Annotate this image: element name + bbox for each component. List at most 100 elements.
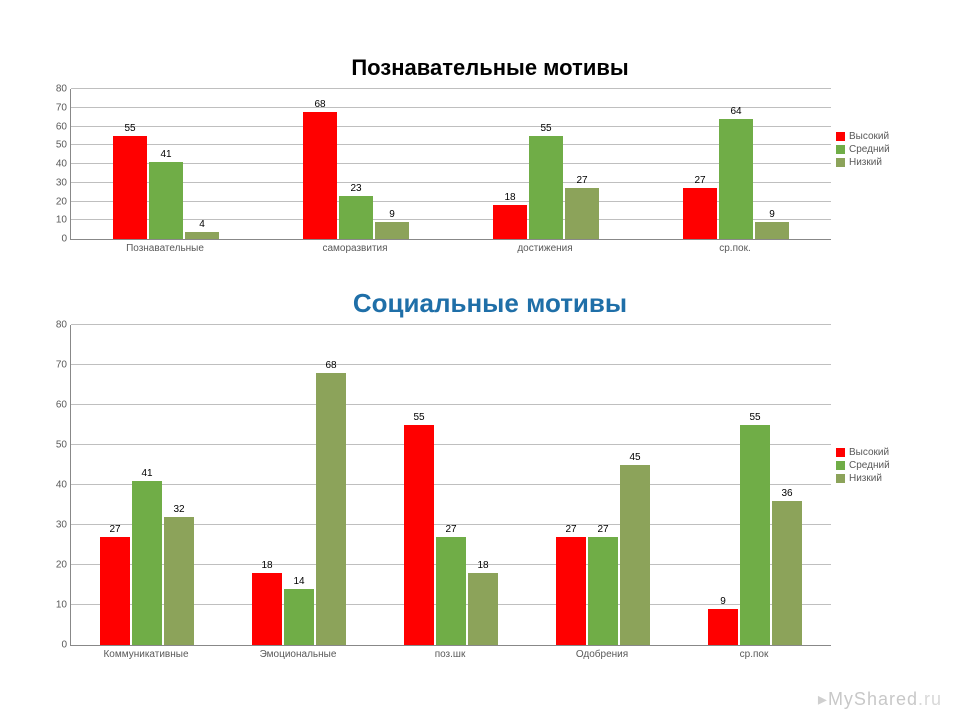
y-tick-label: 40: [56, 480, 67, 491]
bar-value-label: 68: [325, 360, 336, 371]
y-tick-label: 10: [56, 600, 67, 611]
y-tick-label: 10: [56, 215, 67, 226]
bar-value-label: 27: [597, 524, 608, 535]
bar-group: 552718: [375, 325, 527, 645]
bar-value-label: 36: [781, 488, 792, 499]
bar-mid: 27: [588, 537, 618, 645]
y-tick-label: 30: [56, 177, 67, 188]
legend-swatch: [836, 132, 845, 141]
bar-mid: 55: [740, 425, 770, 645]
bar-value-label: 55: [749, 412, 760, 423]
watermark-icon: ▸: [818, 689, 828, 709]
x-category-label: Эмоциональные: [222, 645, 374, 660]
chart2-xlabels: КоммуникативныеЭмоциональныепоз.шкОдобре…: [70, 645, 830, 660]
chart1-plot: 01020304050607080554146823918552727649: [70, 89, 831, 240]
legend-swatch: [836, 145, 845, 154]
bar-value-label: 32: [173, 504, 184, 515]
legend-label: Высокий: [849, 447, 889, 458]
chart1-title: Познавательные мотивы: [40, 55, 940, 81]
y-tick-label: 50: [56, 140, 67, 151]
bar-value-label: 55: [124, 123, 135, 134]
bar-value-label: 45: [629, 452, 640, 463]
watermark: ▸MyShared.ru: [818, 689, 942, 710]
bar-value-label: 4: [199, 219, 205, 230]
y-tick-label: 50: [56, 440, 67, 451]
bar-mid: 14: [284, 589, 314, 645]
bar-low: 27: [565, 188, 599, 239]
bar-group: 181468: [223, 325, 375, 645]
bar-mid: 55: [529, 136, 563, 239]
bar-value-label: 27: [565, 524, 576, 535]
bar-low: 9: [755, 222, 789, 239]
legend-label: Низкий: [849, 157, 882, 168]
bar-high: 55: [404, 425, 434, 645]
chart2-title: Социальные мотивы: [40, 288, 940, 319]
bar-value-label: 27: [694, 175, 705, 186]
bar-groups: 554146823918552727649: [71, 89, 831, 239]
bar-group: 68 23 9: [261, 89, 451, 239]
bar-group: 185527: [451, 89, 641, 239]
legend-item-low: Низкий: [836, 157, 890, 168]
bar-group: 27649: [641, 89, 831, 239]
x-category-label: ср.пок.: [640, 239, 830, 254]
bar-low: 32: [164, 517, 194, 645]
y-tick-label: 70: [56, 102, 67, 113]
bar-value-label: 27: [576, 175, 587, 186]
x-category-label: Познавательные: [70, 239, 260, 254]
y-tick-label: 0: [61, 640, 67, 651]
chart2-plot: 0102030405060708027413218146855271827274…: [70, 325, 831, 646]
legend-swatch: [836, 474, 845, 483]
bar-group: 274132: [71, 325, 223, 645]
legend-item-high: Высокий: [836, 447, 890, 458]
legend-swatch: [836, 158, 845, 167]
bar-low: 18: [468, 573, 498, 645]
bar-low: 45: [620, 465, 650, 645]
y-tick-label: 0: [61, 234, 67, 245]
bar-value-label: 55: [540, 123, 551, 134]
bar-high: 55: [113, 136, 147, 239]
bar-high: 18: [252, 573, 282, 645]
legend-label: Высокий: [849, 131, 889, 142]
chart-social: Социальные мотивы 0102030405060708027413…: [40, 288, 940, 645]
bar-value-label: 9: [389, 209, 395, 220]
x-category-label: Коммуникативные: [70, 645, 222, 660]
chart2-area: 0102030405060708027413218146855271827274…: [40, 325, 830, 645]
bar-value-label: 18: [477, 560, 488, 571]
bar-mid: 27: [436, 537, 466, 645]
bar-value-label: 9: [720, 596, 726, 607]
bar-value-label: 27: [109, 524, 120, 535]
y-tick-label: 30: [56, 520, 67, 531]
y-tick-label: 40: [56, 159, 67, 170]
bar-high: 27: [100, 537, 130, 645]
y-tick-label: 60: [56, 121, 67, 132]
bar-value-label: 68: [314, 99, 325, 110]
y-tick-label: 60: [56, 400, 67, 411]
y-tick-label: 80: [56, 320, 67, 331]
bar-group: 55414: [71, 89, 261, 239]
chart1-row: 01020304050607080554146823918552727649 П…: [40, 89, 940, 239]
bar-high: 27: [683, 188, 717, 239]
bar-high: 68: [303, 112, 337, 240]
bar-value-label: 64: [730, 106, 741, 117]
chart1-area: 01020304050607080554146823918552727649 П…: [40, 89, 830, 239]
bar-low: 9: [375, 222, 409, 239]
bar-mid: 41: [149, 162, 183, 239]
legend-label: Средний: [849, 460, 890, 471]
bar-value-label: 55: [413, 412, 424, 423]
chart2-legend: ВысокийСреднийНизкий: [836, 445, 890, 486]
bar-value-label: 9: [769, 209, 775, 220]
bar-value-label: 18: [504, 192, 515, 203]
bar-value-label: 18: [261, 560, 272, 571]
bar-value-label: 14: [293, 576, 304, 587]
legend-item-high: Высокий: [836, 131, 890, 142]
bar-value-label: 27: [445, 524, 456, 535]
bar-value-label: 23: [350, 183, 361, 194]
bar-group: 272745: [527, 325, 679, 645]
bar-value-label: 41: [160, 149, 171, 160]
bar-mid: 41: [132, 481, 162, 645]
bar-high: 27: [556, 537, 586, 645]
legend-label: Средний: [849, 144, 890, 155]
y-tick-label: 80: [56, 84, 67, 95]
bar-mid: 64: [719, 119, 753, 239]
legend-swatch: [836, 448, 845, 457]
